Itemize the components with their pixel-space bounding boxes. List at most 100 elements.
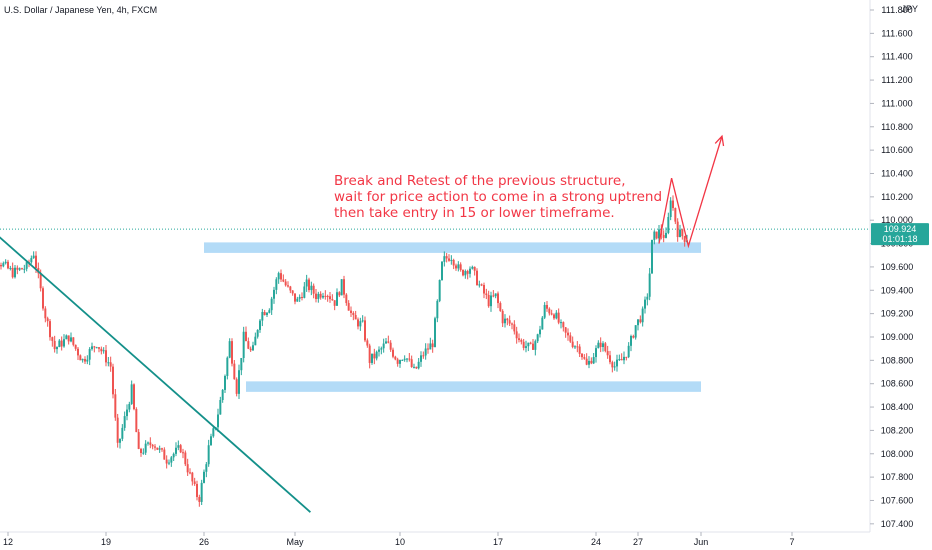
candle-body: [0, 265, 3, 267]
candle-body: [667, 217, 670, 233]
candle-body: [289, 286, 292, 291]
current-price-tag: 109.924 01:01:18: [871, 223, 929, 246]
candle-body: [599, 342, 602, 348]
candle-body: [522, 341, 525, 348]
candle-body: [539, 329, 541, 335]
candle-body: [637, 319, 639, 326]
candle-body: [14, 267, 16, 278]
x-tick-label: 27: [633, 537, 643, 547]
y-tick-label: 109.000: [881, 332, 914, 342]
candle-body: [21, 268, 23, 270]
candle-body: [273, 289, 275, 299]
candle-body: [65, 335, 68, 340]
candle-body: [205, 464, 208, 472]
candle-body: [270, 298, 273, 311]
candle-body: [427, 348, 429, 350]
candle-body: [44, 308, 47, 319]
y-tick-label: 109.400: [881, 285, 914, 295]
candle-body: [359, 321, 362, 327]
price-axis[interactable]: 111.800 111.600 111.400 111.200 111.000 110.8…: [870, 5, 913, 529]
candle-body: [469, 268, 471, 274]
candle-body: [56, 347, 58, 350]
candle-body: [256, 329, 259, 337]
candle-body: [7, 261, 9, 269]
candle-body: [203, 471, 205, 483]
candle-body: [669, 200, 672, 218]
candle-body: [492, 295, 495, 297]
candle-body: [352, 312, 355, 316]
y-tick-label: 108.400: [881, 402, 914, 412]
candle-body: [238, 370, 240, 394]
candle-body: [606, 351, 609, 356]
candle-body: [317, 293, 320, 300]
candle-body: [147, 442, 149, 444]
candle-body: [443, 256, 446, 262]
x-tick-label: Jun: [694, 537, 709, 547]
candle-body: [109, 362, 112, 367]
candle-body: [550, 313, 553, 315]
candle-body: [254, 336, 257, 346]
candle-body: [641, 308, 644, 323]
y-tick-label: 107.400: [881, 519, 914, 529]
current-price-value: 109.924: [884, 224, 917, 234]
candle-body: [219, 400, 222, 415]
candle-body: [233, 363, 236, 380]
candle-body: [634, 325, 637, 338]
candle-body: [476, 270, 478, 286]
candle-body: [212, 428, 215, 437]
candle-body: [249, 348, 252, 351]
currency-label: JPY: [901, 4, 918, 14]
candle-body: [221, 389, 224, 401]
y-tick-label: 109.600: [881, 262, 914, 272]
candle-body: [630, 336, 632, 346]
candle-body: [231, 341, 233, 364]
candle-body: [518, 338, 520, 340]
candle-body: [165, 459, 168, 464]
candle-body: [123, 416, 126, 428]
candle-body: [280, 273, 282, 280]
candle-body: [107, 362, 110, 364]
candle-body: [373, 353, 376, 359]
support-zone[interactable]: [246, 381, 701, 392]
time-axis[interactable]: 12 19 26 May 10 17 24 27 Jun 7: [3, 532, 795, 547]
candle-body: [105, 350, 107, 363]
candle-body: [534, 341, 537, 350]
candle-body: [11, 267, 14, 278]
candle-body: [163, 449, 166, 460]
candle-body: [396, 359, 399, 364]
candle-body: [555, 312, 558, 319]
candle-body: [564, 327, 567, 333]
candle-body: [410, 359, 413, 367]
annotation-text[interactable]: Break and Retest of the previous structu…: [334, 173, 662, 221]
annotation-line: Break and Retest of the previous structu…: [334, 173, 626, 189]
candle-body: [620, 359, 623, 361]
candle-body: [389, 342, 392, 350]
projection-path[interactable]: [658, 134, 725, 249]
candle-body: [277, 273, 280, 280]
candle-body: [137, 432, 140, 449]
candle-body: [483, 285, 485, 294]
candle-body: [252, 345, 254, 351]
candle-body: [263, 311, 266, 316]
candle-body: [364, 320, 366, 341]
candle-body: [464, 271, 467, 276]
trendline[interactable]: [0, 226, 311, 513]
y-tick-label: 111.000: [881, 98, 912, 108]
y-tick-label: 111.400: [881, 52, 912, 62]
countdown-timer: 01:01:18: [882, 234, 917, 244]
candle-body: [60, 340, 63, 347]
candle-body: [130, 384, 133, 404]
candle-body: [452, 259, 455, 266]
resistance-zone[interactable]: [204, 242, 701, 253]
candle-body: [53, 340, 56, 350]
candle-body: [200, 482, 203, 502]
y-tick-label: 108.800: [881, 355, 914, 365]
y-tick-label: 108.200: [881, 425, 914, 435]
candle-body: [683, 236, 686, 242]
y-tick-label: 111.600: [881, 28, 912, 38]
candle-body: [408, 358, 411, 360]
candle-body: [210, 436, 212, 446]
candle-body: [345, 294, 348, 304]
candle-body: [324, 295, 327, 297]
